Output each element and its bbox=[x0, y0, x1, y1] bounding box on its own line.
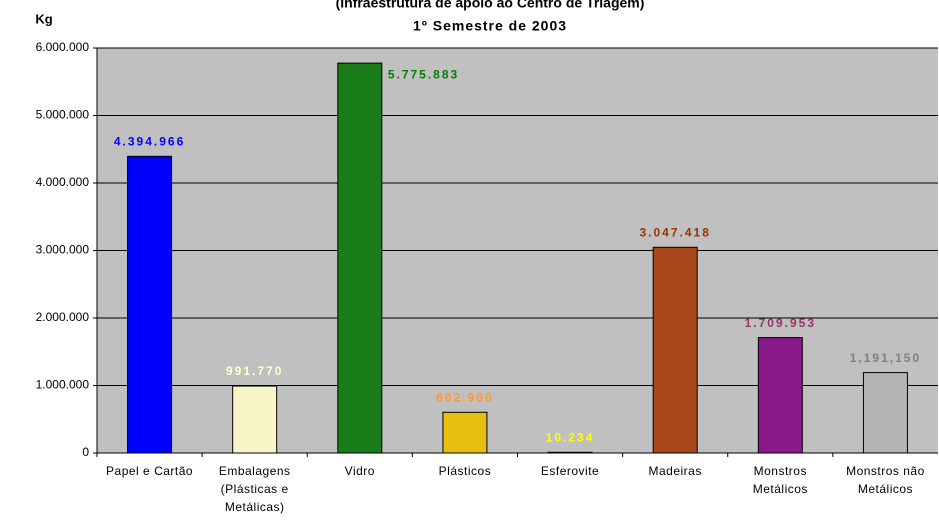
x-tick-label: Papel e Cartão bbox=[106, 464, 194, 478]
x-tick-label: Monstros Metálicos bbox=[752, 464, 808, 496]
chart-subtitle: 1º Semestre de 2003 bbox=[413, 18, 567, 34]
bar bbox=[442, 411, 488, 454]
x-tick-label: Madeiras bbox=[648, 464, 702, 478]
bar bbox=[337, 62, 383, 454]
x-tick-label: Plásticos bbox=[438, 464, 492, 478]
x-tick-label: Vidro bbox=[344, 464, 375, 478]
y-tick-label: 4.000.000 bbox=[36, 175, 90, 189]
x-tick-label: Embalagens (Plásticas e Metálicas) bbox=[218, 464, 291, 514]
x-tick-label: Esferovite bbox=[540, 464, 600, 478]
bar bbox=[232, 385, 278, 454]
value-label: 10.234 bbox=[546, 430, 595, 444]
bar bbox=[862, 372, 908, 454]
chart-title: (Infraestrutura de apoio ao Centro de Tr… bbox=[336, 0, 645, 11]
bar bbox=[127, 155, 173, 454]
value-label: 3.047.418 bbox=[639, 225, 710, 239]
value-label: 602.960 bbox=[436, 390, 493, 404]
y-tick-label: 0 bbox=[82, 445, 89, 459]
y-axis-label: Kg bbox=[35, 11, 52, 26]
y-tick-label: 6.000.000 bbox=[36, 40, 90, 54]
y-tick-label: 1.000.000 bbox=[36, 378, 90, 392]
value-label: 4.394.966 bbox=[114, 135, 185, 149]
value-label: 991.770 bbox=[226, 364, 283, 378]
bar bbox=[757, 337, 803, 454]
value-label: 1.709.953 bbox=[745, 316, 816, 330]
y-tick-label: 5.000.000 bbox=[36, 108, 90, 122]
x-tick-label: Monstros não Metálicos bbox=[846, 464, 925, 496]
value-label: 5.775.883 bbox=[388, 67, 459, 81]
bar bbox=[652, 246, 698, 454]
value-label: 1,191,150 bbox=[850, 351, 921, 365]
y-tick-label: 3.000.000 bbox=[36, 243, 90, 257]
y-tick-label: 2.000.000 bbox=[36, 310, 90, 324]
